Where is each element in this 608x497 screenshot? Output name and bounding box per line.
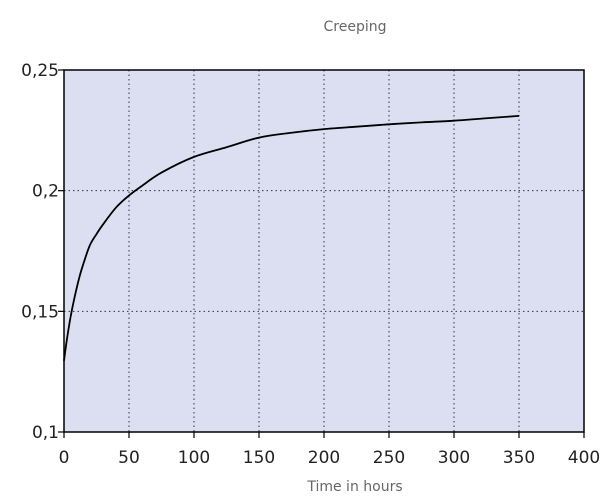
x-tick-label: 100 — [178, 448, 210, 468]
x-tick-label: 350 — [503, 448, 535, 468]
x-tick-label: 400 — [568, 448, 600, 468]
x-tick-label: 300 — [438, 448, 470, 468]
x-tick-label: 50 — [118, 448, 140, 468]
x-axis-ticks: 0 50 100 150 200 250 300 350 400 — [59, 432, 600, 468]
x-tick-label: 0 — [59, 448, 70, 468]
y-tick-label: 0,2 — [32, 182, 59, 202]
y-axis-ticks: 0,1 0,15 0,2 0,25 — [21, 61, 64, 443]
x-tick-label: 150 — [243, 448, 275, 468]
y-tick-label: 0,15 — [21, 302, 59, 322]
y-tick-label: 0,1 — [32, 423, 59, 443]
x-tick-label: 250 — [373, 448, 405, 468]
grid-lines — [64, 70, 584, 432]
x-tick-label: 200 — [308, 448, 340, 468]
chart-title: Creeping — [324, 19, 387, 35]
x-axis-label: Time in hours — [306, 479, 402, 495]
creep-curve — [63, 114, 520, 361]
y-tick-label: 0,25 — [21, 61, 59, 81]
